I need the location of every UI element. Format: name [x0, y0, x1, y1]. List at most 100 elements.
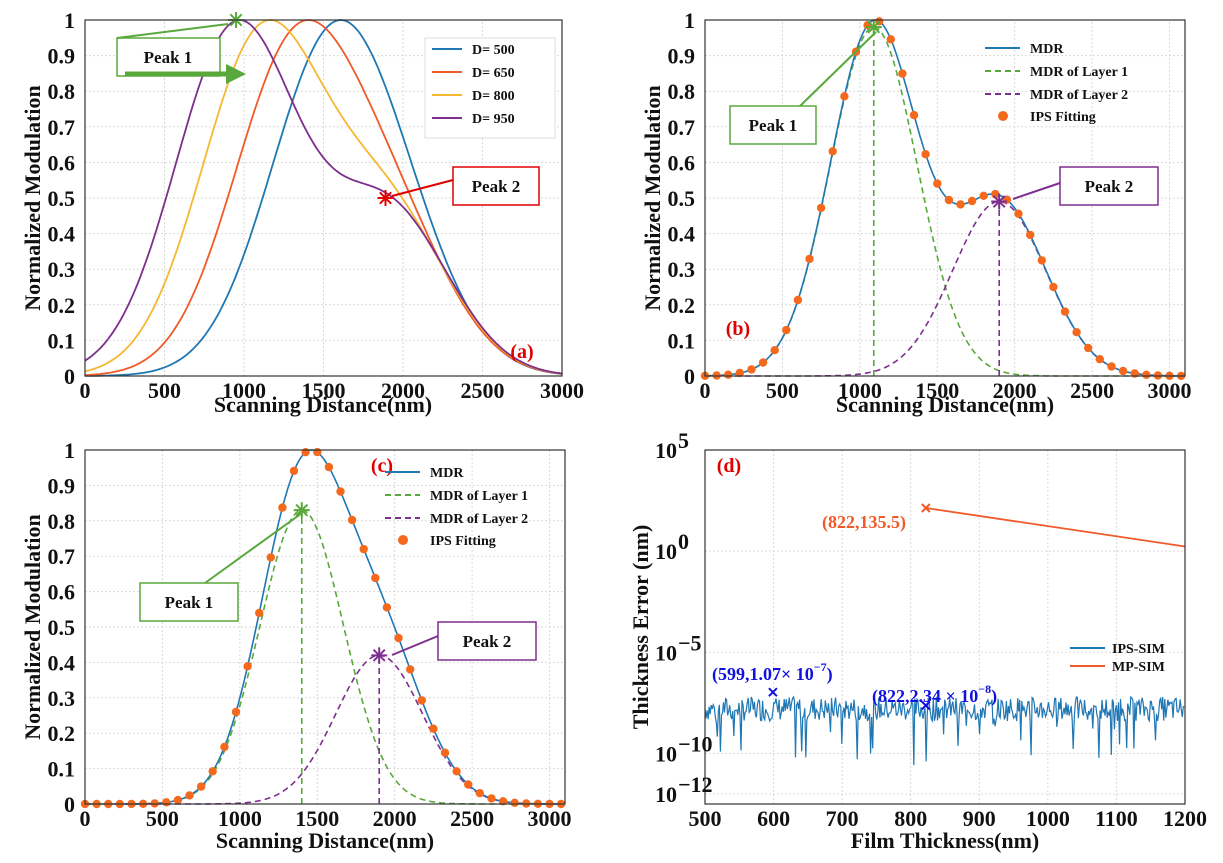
ips-fit-point-c — [440, 748, 450, 757]
ytick-label-b: 0.9 — [668, 44, 696, 69]
ytick-label-b: 0.1 — [668, 328, 696, 353]
legend-ips-c: IPS Fitting — [430, 534, 496, 549]
ytick-label-d: 10 — [655, 741, 677, 766]
ips-fit-point-c — [185, 791, 194, 800]
ytick-label-b: 0.3 — [668, 257, 696, 282]
series-ips-sim — [704, 695, 1185, 766]
ips-fit-point-c — [255, 608, 264, 618]
callout-box-peak1-c — [139, 582, 239, 622]
ips-fit-point-c — [278, 503, 287, 512]
peak-marker-b-2-stroke — [992, 195, 1006, 208]
ylabel-a: Normalized Modulation — [20, 85, 45, 311]
legend-d950: D= 950 — [472, 112, 515, 127]
ips-fit-point-b — [933, 179, 942, 188]
annotation-ips-822-exp: −8 — [978, 682, 991, 696]
xtick-label-c: 1500 — [295, 806, 339, 831]
ips-fit-point-b — [886, 35, 895, 44]
ips-fit-point-c — [208, 767, 217, 776]
panel-c: 0 500 1000 1500 2000 2500 300000.10.20.30.40.5… — [20, 438, 572, 853]
callout-arrow-head-a — [226, 64, 246, 84]
ips-fit-point-b — [747, 365, 756, 374]
xtick-label-c: 2000 — [373, 806, 417, 831]
callout-box-peak2-c — [437, 621, 537, 661]
legend-layer2-c: MDR of Layer 2 — [430, 512, 528, 527]
ytick-label-c: 0.6 — [48, 580, 76, 605]
panel-label-b: (b) — [726, 318, 750, 340]
legend-ips-sim: IPS-SIM — [1112, 642, 1165, 657]
ips-fit-point-b — [816, 203, 826, 213]
xtick-label-c: 2500 — [450, 806, 494, 831]
ytick-label-a: 1 — [64, 8, 75, 33]
ips-fit-point-b — [840, 92, 849, 101]
ytick-label-b: 0.4 — [668, 222, 696, 247]
ips-fit-point-b — [921, 150, 930, 159]
ytick-label-c: 1 — [64, 438, 75, 463]
ytick-label-a: 0.5 — [48, 186, 76, 211]
ips-fit-point-c — [266, 553, 275, 562]
ytick-exponent-d: −12 — [678, 772, 713, 797]
annotation-ips-822: (822,2.34 × 10−8) — [872, 682, 997, 707]
annotation-ips-599-main: (599,1.07× 10 — [712, 664, 814, 685]
legend-mdr-c: MDR — [430, 466, 464, 481]
ytick-label-a: 0.9 — [48, 44, 76, 69]
ips-fit-point-c — [417, 696, 426, 705]
ips-fit-point-c — [231, 707, 241, 717]
ips-fit-point-b — [898, 69, 907, 78]
xtick-label-d: 700 — [826, 806, 859, 831]
series-d800 — [84, 19, 563, 375]
xlabel-d: Film Thickness(nm) — [851, 828, 1039, 853]
xlabel-a: Scanning Distance(nm) — [214, 392, 432, 417]
xtick-label-b: 2500 — [1070, 378, 1114, 403]
callout-peak2-b: Peak 2 — [1012, 166, 1159, 206]
annotation-marker-d-2 — [768, 687, 778, 697]
annotation-marker-d-3 — [921, 700, 931, 711]
callout-text-peak2-b: Peak 2 — [1085, 177, 1134, 196]
series-d650 — [84, 19, 563, 376]
ips-fit-point-b — [1118, 366, 1128, 376]
legend-d800: D= 800 — [472, 89, 515, 104]
xlabel-b: Scanning Distance(nm) — [836, 392, 1054, 417]
xtick-label-b: 0 — [700, 378, 711, 403]
callout-leader-peak2-c — [391, 635, 439, 656]
xtick-label-b: 3000 — [1148, 378, 1192, 403]
peak-marker-b-1-stroke — [867, 20, 881, 34]
xtick-label-a: 2000 — [381, 378, 425, 403]
ips-fit-point-c — [371, 573, 380, 583]
ips-fit-point-b — [793, 295, 803, 305]
xtick-label-a: 2500 — [461, 378, 505, 403]
callout-peak1-b: Peak 1 — [729, 31, 877, 145]
ips-fit-point-b — [735, 368, 744, 378]
peak-marker-b-2 — [991, 193, 1008, 210]
panel-a: 0 500 1000 1500 2000 2500 300000.10.20.30.40.5… — [20, 8, 584, 417]
xtick-label-d: 1000 — [1026, 806, 1070, 831]
xtick-label-d: 500 — [689, 806, 722, 831]
ytick-label-a: 0.6 — [48, 150, 76, 175]
ips-fit-point-c — [510, 798, 519, 807]
ips-fit-point-c — [243, 662, 252, 671]
ips-fit-point-c — [382, 603, 392, 612]
ytick-label-c: 0.3 — [48, 686, 76, 711]
xtick-label-a: 0 — [80, 378, 91, 403]
ips-fit-point-c — [464, 780, 473, 789]
ips-fit-point-c — [347, 515, 357, 525]
ytick-label-c: 0.5 — [48, 615, 76, 640]
axes-frame-d — [704, 449, 1186, 805]
ips-fit-point-c — [475, 789, 484, 798]
callout-peak2-c: Peak 2 — [391, 621, 537, 661]
ips-fit-point-c — [196, 782, 206, 791]
ytick-label-b: 1 — [684, 8, 695, 33]
legend-layer2-b: MDR of Layer 2 — [1030, 88, 1128, 103]
series-layer2-c — [85, 654, 565, 805]
legend-dot-ips-c — [398, 535, 408, 545]
ips-fit-point-b — [770, 346, 779, 355]
ips-fit-point-b — [909, 110, 919, 120]
xtick-label-a: 500 — [148, 378, 181, 403]
ips-fit-point-c — [487, 794, 496, 803]
ips-fit-point-b — [782, 325, 791, 335]
callout-peak1-c: Peak 1 — [139, 512, 303, 622]
ytick-label-a: 0.4 — [48, 222, 76, 247]
ytick-label-c: 0.2 — [48, 721, 76, 746]
annotation-ips-599-exp: −7 — [814, 660, 827, 674]
ips-fit-point-c — [173, 795, 183, 805]
ips-fit-point-b — [724, 370, 733, 379]
